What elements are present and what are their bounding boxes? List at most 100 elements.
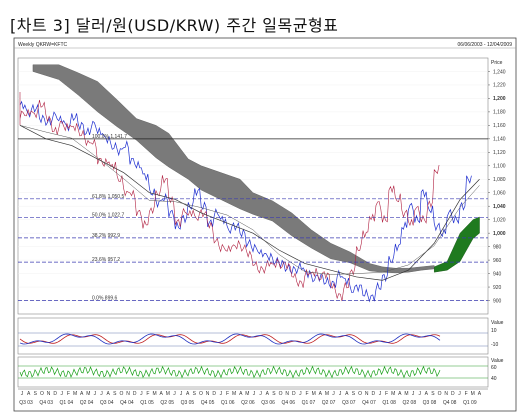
y-tick-label: 1,000	[493, 231, 506, 237]
date-range: 06/06/2003 - 12/04/2009	[458, 42, 513, 48]
x-month-label: M	[232, 391, 236, 397]
x-month-label: M	[404, 391, 408, 397]
osc2-tick-bottom: 40	[491, 376, 497, 382]
x-month-label: M	[152, 391, 156, 397]
bullish-cloud	[434, 216, 480, 273]
x-month-label: M	[86, 391, 90, 397]
y-tick-label: 980	[493, 244, 502, 250]
x-quarter-label: Q1 07	[302, 400, 316, 406]
panel-label: Weekly QKRW=KFTC	[18, 42, 68, 48]
x-month-label: A	[345, 391, 349, 397]
osc2-tick-top: 60	[491, 365, 497, 371]
x-quarter-label: Q4 06	[281, 400, 295, 406]
y-tick-label: 1,180	[493, 110, 506, 116]
x-month-label: S	[34, 391, 38, 397]
x-quarter-label: Q3 04	[100, 400, 114, 406]
x-month-label: J	[180, 391, 183, 397]
x-month-label: A	[80, 391, 84, 397]
y-tick-label: 1,020	[493, 217, 506, 223]
x-month-label: D	[292, 391, 296, 397]
x-month-label: J	[412, 391, 415, 397]
x-month-label: O	[40, 391, 44, 397]
x-quarter-label: Q1 08	[382, 400, 396, 406]
y-tick-label: 1,240	[493, 69, 506, 75]
x-quarter-label: Q4 08	[443, 400, 457, 406]
x-month-label: M	[73, 391, 77, 397]
x-quarter-label: Q4 07	[362, 400, 376, 406]
oscillator-2-area	[17, 356, 489, 388]
x-month-label: J	[94, 391, 97, 397]
x-month-label: M	[245, 391, 249, 397]
x-quarter-label: Q4 05	[201, 400, 215, 406]
x-quarter-label: Q2 07	[322, 400, 336, 406]
x-month-label: A	[160, 391, 164, 397]
x-quarter-label: Q3 06	[261, 400, 275, 406]
x-month-label: O	[199, 391, 203, 397]
x-month-label: J	[379, 391, 382, 397]
y-tick-label: 960	[493, 258, 502, 264]
x-month-label: J	[259, 391, 262, 397]
x-month-label: J	[418, 391, 421, 397]
osc2-label: Value	[491, 358, 504, 364]
oscillator-1-area	[17, 317, 489, 355]
y-tick-label: 1,100	[493, 164, 506, 170]
lagging-span-line	[19, 92, 440, 302]
ref-line	[19, 125, 480, 281]
x-quarter-label: Q1 06	[221, 400, 235, 406]
x-month-label: J	[21, 391, 24, 397]
osc1-tick-bottom: -10	[491, 342, 498, 348]
x-month-label: M	[391, 391, 395, 397]
x-month-label: J	[332, 391, 335, 397]
y-tick-label: 940	[493, 271, 502, 277]
x-month-label: F	[226, 391, 229, 397]
x-quarter-label: Q2 08	[402, 400, 416, 406]
y-tick-label: 1,060	[493, 191, 506, 197]
y-tick-label: 1,220	[493, 83, 506, 89]
x-month-label: J	[140, 391, 143, 397]
x-month-label: A	[478, 391, 482, 397]
x-month-label: O	[279, 391, 283, 397]
x-quarter-label: Q2 04	[80, 400, 94, 406]
x-month-label: O	[119, 391, 123, 397]
y-tick-label: 1,040	[493, 204, 506, 210]
x-quarter-label: Q1 04	[60, 400, 74, 406]
x-month-label: J	[339, 391, 342, 397]
x-month-label: N	[206, 391, 210, 397]
x-month-label: J	[173, 391, 176, 397]
x-month-label: N	[444, 391, 448, 397]
x-month-label: S	[431, 391, 435, 397]
y-tick-label: 920	[493, 285, 502, 291]
yaxis-header: Price	[491, 60, 503, 66]
x-month-label: D	[53, 391, 57, 397]
page-title: [차트 3] 달러/원(USD/KRW) 주간 일목균형표	[10, 16, 339, 35]
x-quarter-label: Q2 06	[241, 400, 255, 406]
x-month-label: J	[61, 391, 64, 397]
x-month-label: M	[312, 391, 316, 397]
osc1-macd-line	[19, 333, 441, 345]
osc2-rsi-line	[19, 365, 441, 379]
fib-label: 23.6% 957.2	[92, 257, 120, 263]
x-month-label: A	[398, 391, 402, 397]
y-tick-label: 1,140	[493, 137, 506, 143]
y-tick-label: 1,120	[493, 150, 506, 156]
x-month-label: A	[266, 391, 270, 397]
fib-label: 0.0% 899.6	[92, 296, 118, 302]
x-month-label: A	[27, 391, 31, 397]
x-month-label: N	[365, 391, 369, 397]
x-month-label: F	[67, 391, 70, 397]
x-quarter-label: Q4 03	[39, 400, 53, 406]
x-month-label: D	[133, 391, 137, 397]
x-quarter-label: Q1 09	[463, 400, 477, 406]
fib-label: 38.2% 992.9	[92, 233, 120, 239]
x-month-label: S	[193, 391, 197, 397]
x-month-label: D	[212, 391, 216, 397]
x-month-label: F	[465, 391, 468, 397]
fib-label: 61.8% 1,050.5	[92, 194, 124, 200]
x-month-label: O	[438, 391, 442, 397]
x-quarter-label: Q1 05	[140, 400, 154, 406]
fib-label: 50.0% 1,022.7	[92, 213, 124, 219]
y-tick-label: 1,200	[493, 96, 506, 102]
x-month-label: S	[352, 391, 356, 397]
x-month-label: J	[220, 391, 223, 397]
